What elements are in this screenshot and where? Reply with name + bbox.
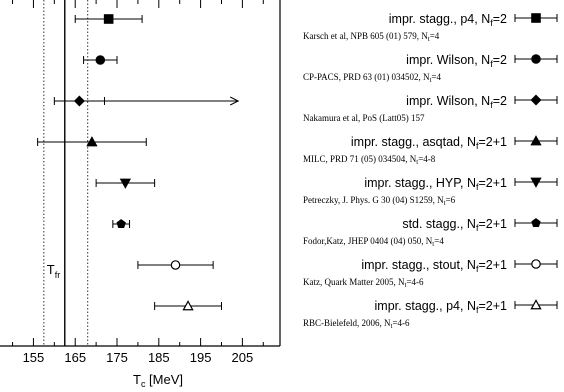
legend-marker [531,54,541,64]
legend-series-name: impr. Wilson, Nf=2 [406,53,507,69]
legend-entry: impr. stagg., p4, Nf=2+1 RBC-Bielefeld, 2… [303,299,558,330]
data-point-group [37,136,147,147]
x-tick-label: 165 [64,350,86,365]
legend-citation: Karsch et al, NPB 605 (01) 579, Nt=4 [303,31,440,43]
legend-entry: std. stagg., Nf=2+1 Fodor,Katz, JHEP 0404… [303,217,558,248]
legend-marker [531,13,541,23]
legend-series-name: impr. stagg., stout, Nf=2+1 [361,258,507,274]
legend-entry: impr. stagg., HYP, Nf=2+1 Petreczky, J. P… [303,176,558,207]
legend-series-name: impr. stagg., HYP, Nf=2+1 [364,176,507,192]
legend-entry: impr. stagg., stout, Nf=2+1 Katz, Quark M… [303,258,558,289]
legend-citation: RBC-Bielefeld, 2006, Nt=4-6 [303,318,410,330]
legend-marker [531,218,541,227]
legend-marker [531,259,541,269]
legend-entry: impr. stagg., asqtad, Nf=2+1 MILC, PRD 71… [303,135,558,166]
x-tick-label: 195 [190,350,212,365]
legend-citation: MILC, PRD 71 (05) 034504, Nt=4-8 [303,154,436,166]
x-tick-label: 175 [106,350,128,365]
legend-series-name: std. stagg., Nf=2+1 [402,217,507,233]
data-point-group [112,219,131,228]
legend-citation: CP-PACS, PRD 63 (01) 034502, Nt=4 [303,72,441,84]
legend-series-name: impr. stagg., p4, Nf=2+1 [375,299,508,315]
legend-series-name: impr. stagg., asqtad, Nf=2+1 [351,135,507,151]
legend-marker [530,94,542,106]
legend-entry: impr. Wilson, Nf=2 Nakamura et al, PoS (L… [303,94,558,123]
data-point-marker [170,260,181,270]
data-point-marker [182,300,194,311]
data-point-marker [95,55,106,65]
legend-marker [530,135,542,146]
legend-citation: Petreczky, J. Phys. G 30 (04) S1259, Nt=… [303,195,456,207]
data-point-marker [116,219,126,228]
data-point-group [83,55,118,65]
range-arrow-head [229,96,240,106]
data-point-marker [73,95,85,107]
data-point-group [137,260,214,270]
data-point-group [154,300,222,311]
data-point-marker [119,178,132,189]
legend-citation: Katz, Quark Matter 2005, Nt=4-6 [303,277,424,289]
data-point-marker [86,136,98,147]
legend-marker [530,299,542,310]
legend-citation: Nakamura et al, PoS (Latt05) 157 [303,113,425,123]
tfr-label: Tfr [47,262,60,280]
legend-citation: Fodor,Katz, JHEP 0404 (04) 050, Nt=4 [303,236,444,248]
data-point-group [95,178,156,189]
legend-marker [530,177,542,188]
legend-series-name: impr. stagg., p4, Nf=2 [389,12,507,28]
x-axis-label: Tc [MeV] [133,372,183,389]
legend-series-name: impr. Wilson, Nf=2 [406,94,507,110]
x-tick-label: 185 [148,350,170,365]
legend-entry: impr. stagg., p4, Nf=2 Karsch et al, NPB … [303,12,558,43]
x-tick-label: 205 [232,350,254,365]
data-point-group [53,95,240,107]
data-point-group [74,14,143,24]
legend-entry: impr. Wilson, Nf=2 CP-PACS, PRD 63 (01) 0… [303,53,558,84]
x-tick-label: 155 [23,350,45,365]
data-point-marker [103,14,114,24]
